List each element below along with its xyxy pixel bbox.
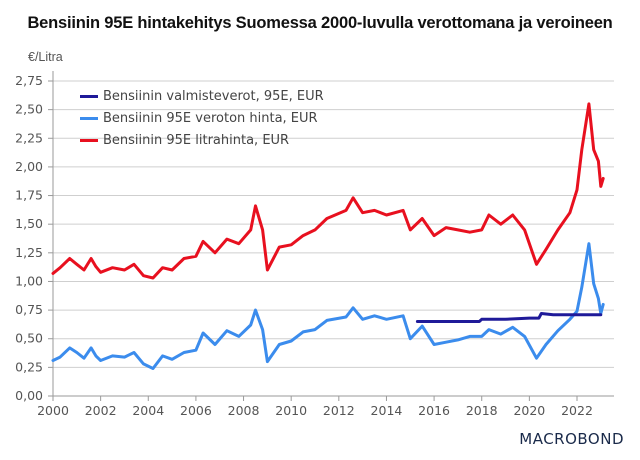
axes: 0,00 0,25 0,50 0,75 1,00 1,25 1,50 1,75 2,00 2,25… [15,71,614,418]
x-tick-label: 2000 [37,403,69,418]
grid-lines [53,80,614,368]
legend-swatch-retail [80,138,98,142]
series-line-retail-price [51,102,605,280]
legend-label-excise: Bensiinin valmisteverot, 95E, EUR [103,88,324,104]
y-tick-label: 0,00 [15,388,43,403]
x-tick-label: 2016 [418,403,450,418]
legend-label-retail: Bensiinin 95E litrahinta, EUR [103,132,290,148]
legend-swatch-excise [80,94,98,98]
series-line-excise-tax [415,312,603,323]
x-tick-label: 2012 [323,403,355,418]
series-line-price-without-tax [51,242,605,370]
y-tick-label: 1,75 [15,188,43,203]
x-tick-label: 2006 [180,403,212,418]
legend-item-retail: Bensiinin 95E litrahinta, EUR [80,129,324,151]
legend-swatch-taxfree [80,116,98,120]
y-tick-label: 0,50 [15,331,43,346]
x-tick-label: 2018 [466,403,498,418]
y-axis-label: €/Litra [28,50,63,64]
legend-item-taxfree: Bensiinin 95E veroton hinta, EUR [80,107,324,129]
y-tick-label: 0,25 [15,359,43,374]
legend-item-excise: Bensiinin valmisteverot, 95E, EUR [80,85,324,107]
x-tick-label: 2004 [132,403,164,418]
x-tick-label: 2002 [85,403,117,418]
y-tick-label: 2,00 [15,159,43,174]
legend-label-taxfree: Bensiinin 95E veroton hinta, EUR [103,110,318,126]
y-tick-label: 2,25 [15,130,43,145]
macrobond-logo: MACROBOND [519,430,624,448]
y-tick-label: 1,00 [15,273,43,288]
y-tick-label: 2,75 [15,73,43,88]
y-tick-label: 2,50 [15,102,43,117]
y-tick-label: 1,50 [15,216,43,231]
series-lines [51,102,605,370]
x-tick-label: 2022 [561,403,593,418]
legend: Bensiinin valmisteverot, 95E, EUR Bensii… [80,85,324,151]
y-tick-label: 1,25 [15,245,43,260]
x-tick-label: 2020 [513,403,545,418]
x-tick-label: 2010 [275,403,307,418]
x-tick-label: 2008 [228,403,260,418]
x-tick-label: 2014 [371,403,403,418]
chart-title: Bensiinin 95E hintakehitys Suomessa 2000… [27,14,613,32]
y-tick-label: 0,75 [15,302,43,317]
